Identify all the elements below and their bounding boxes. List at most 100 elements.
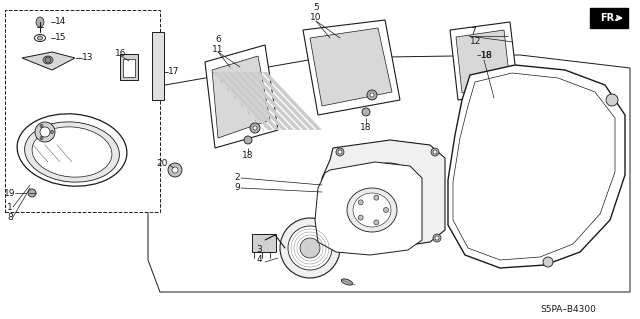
Circle shape [433, 150, 437, 154]
Polygon shape [220, 72, 280, 130]
Text: 12: 12 [470, 38, 481, 47]
Polygon shape [303, 20, 400, 115]
Ellipse shape [353, 193, 391, 227]
Polygon shape [212, 56, 270, 138]
Polygon shape [148, 55, 630, 292]
Text: 17: 17 [168, 68, 179, 77]
Ellipse shape [347, 188, 397, 232]
Bar [123, 59, 135, 77]
Circle shape [543, 257, 553, 267]
Circle shape [288, 226, 332, 270]
Bar [152, 32, 164, 100]
Circle shape [172, 167, 178, 173]
Text: 4: 4 [256, 256, 262, 264]
Circle shape [431, 148, 439, 156]
Circle shape [300, 238, 320, 258]
Circle shape [403, 189, 410, 196]
Circle shape [338, 150, 342, 154]
Polygon shape [448, 65, 625, 268]
Ellipse shape [36, 17, 44, 27]
Circle shape [336, 148, 344, 156]
Text: 18: 18 [360, 122, 372, 131]
Circle shape [433, 234, 441, 242]
Text: 6: 6 [215, 35, 221, 44]
Text: 16: 16 [115, 48, 127, 57]
Ellipse shape [43, 56, 53, 64]
Circle shape [496, 82, 500, 86]
Circle shape [168, 163, 182, 177]
Circle shape [244, 136, 252, 144]
Circle shape [336, 238, 340, 242]
Text: 10: 10 [310, 13, 322, 23]
Text: 15: 15 [55, 33, 67, 42]
Circle shape [380, 184, 396, 200]
Circle shape [494, 80, 502, 88]
FancyBboxPatch shape [590, 8, 628, 28]
Polygon shape [255, 72, 315, 130]
Circle shape [367, 90, 377, 100]
Ellipse shape [17, 114, 127, 186]
Ellipse shape [24, 122, 120, 182]
Circle shape [383, 207, 388, 212]
Text: S5PA–B4300: S5PA–B4300 [540, 306, 596, 315]
Polygon shape [315, 162, 422, 255]
Polygon shape [450, 22, 518, 100]
Text: 3: 3 [256, 246, 262, 255]
Text: 20: 20 [157, 160, 168, 168]
Circle shape [28, 189, 36, 197]
Circle shape [40, 137, 43, 139]
Text: 8: 8 [7, 212, 13, 221]
Circle shape [362, 108, 370, 116]
Circle shape [40, 127, 50, 137]
Polygon shape [22, 52, 75, 70]
Bar [5, 10, 160, 212]
Text: 11: 11 [212, 46, 224, 55]
Circle shape [358, 215, 363, 220]
Text: –18: –18 [477, 50, 493, 60]
Ellipse shape [341, 279, 353, 285]
Text: 13: 13 [82, 54, 93, 63]
Circle shape [435, 236, 439, 240]
Ellipse shape [355, 163, 420, 221]
Ellipse shape [32, 127, 112, 177]
Polygon shape [241, 72, 301, 130]
Text: 18: 18 [243, 151, 253, 160]
Text: 5: 5 [313, 4, 319, 12]
Text: 2: 2 [234, 174, 240, 182]
Circle shape [45, 57, 51, 63]
Text: 19: 19 [3, 189, 15, 197]
Ellipse shape [362, 169, 414, 215]
Circle shape [35, 122, 55, 142]
Polygon shape [310, 28, 392, 106]
Circle shape [374, 195, 379, 200]
Circle shape [374, 220, 379, 225]
Text: FR.: FR. [600, 13, 618, 23]
Text: 1: 1 [7, 203, 13, 211]
Text: 9: 9 [234, 183, 240, 192]
Polygon shape [205, 45, 278, 148]
Circle shape [390, 172, 397, 179]
Circle shape [280, 218, 340, 278]
Polygon shape [248, 72, 308, 130]
Circle shape [358, 200, 363, 205]
Circle shape [606, 94, 618, 106]
Text: 7: 7 [470, 27, 476, 36]
Text: 14: 14 [55, 18, 67, 26]
Circle shape [370, 93, 374, 97]
Polygon shape [234, 72, 294, 130]
Polygon shape [456, 30, 510, 93]
Circle shape [40, 124, 43, 127]
Circle shape [390, 205, 397, 212]
Circle shape [253, 126, 257, 130]
Polygon shape [320, 140, 445, 248]
Polygon shape [227, 72, 287, 130]
Ellipse shape [38, 36, 42, 40]
Bar [252, 234, 276, 252]
Polygon shape [262, 72, 322, 130]
Circle shape [334, 236, 342, 244]
Circle shape [250, 123, 260, 133]
Ellipse shape [35, 34, 45, 41]
Polygon shape [453, 73, 615, 260]
Circle shape [369, 198, 376, 205]
Bar [120, 54, 138, 80]
